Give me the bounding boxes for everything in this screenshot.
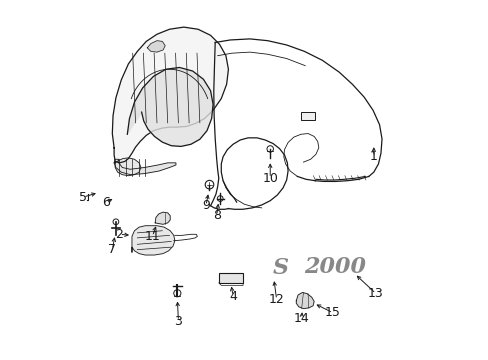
- Text: 15: 15: [325, 306, 340, 319]
- Text: 4: 4: [229, 289, 237, 303]
- Polygon shape: [147, 41, 165, 52]
- Text: 8: 8: [212, 209, 220, 222]
- Text: 12: 12: [268, 293, 284, 306]
- Polygon shape: [132, 226, 175, 255]
- Polygon shape: [114, 159, 176, 175]
- Text: 6: 6: [102, 195, 110, 209]
- Text: 3: 3: [174, 315, 182, 328]
- Text: 14: 14: [293, 312, 309, 325]
- Bar: [218, 273, 243, 283]
- Text: 11: 11: [144, 230, 160, 243]
- Polygon shape: [155, 212, 170, 224]
- Text: 10: 10: [262, 172, 278, 185]
- Text: 7: 7: [108, 243, 116, 256]
- Polygon shape: [296, 293, 313, 309]
- Text: 2000: 2000: [304, 256, 366, 278]
- Polygon shape: [115, 158, 141, 176]
- Polygon shape: [127, 67, 213, 147]
- Bar: [300, 112, 315, 120]
- Text: S: S: [272, 257, 288, 279]
- Text: 13: 13: [367, 287, 383, 300]
- Polygon shape: [112, 27, 228, 163]
- Text: 1: 1: [369, 150, 377, 163]
- Text: 2: 2: [115, 228, 123, 241]
- Text: 5: 5: [79, 191, 87, 204]
- Text: 9: 9: [202, 199, 209, 212]
